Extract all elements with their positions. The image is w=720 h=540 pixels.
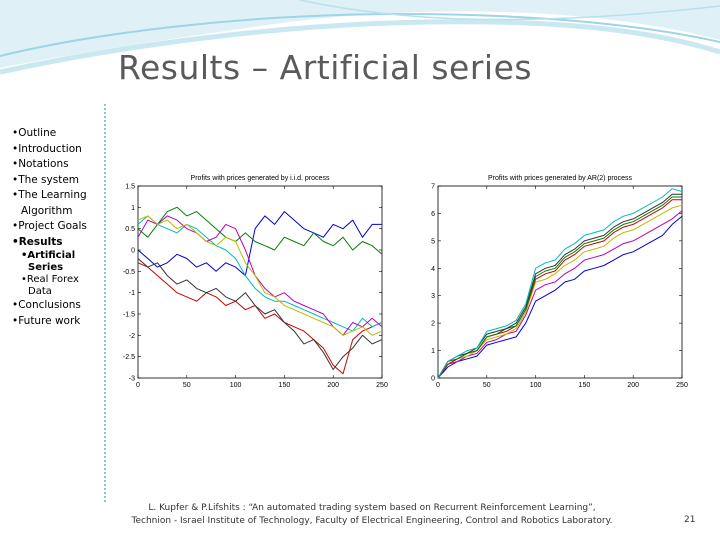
series-line-5: [137, 215, 383, 336]
sidebar-item-8[interactable]: •Real Forex: [21, 274, 79, 285]
x-tick-label: 200: [327, 382, 339, 389]
sidebar-item-10[interactable]: •Future work: [12, 314, 81, 327]
x-tick-label: 200: [627, 382, 639, 389]
chart-ar2: Profits with prices generated by AR(2) p…: [431, 175, 688, 389]
y-tick-label: 1.5: [125, 184, 135, 191]
y-tick-label: 0: [431, 376, 435, 383]
series-line-4: [437, 196, 682, 379]
sidebar-item-3[interactable]: •The system: [12, 173, 80, 186]
y-tick-label: -1.5: [123, 312, 135, 319]
y-tick-label: -1: [129, 290, 135, 297]
series-line-1: [437, 210, 683, 379]
series-line-6: [437, 188, 683, 379]
y-tick-label: 0: [131, 248, 135, 255]
sidebar-item-4[interactable]: •The Learning: [12, 189, 87, 201]
x-tick-label: 150: [279, 382, 291, 389]
chart-iid: Profits with prices generated by i.i.d. …: [123, 175, 388, 389]
x-tick-label: 0: [136, 382, 140, 389]
x-tick-label: 150: [579, 382, 591, 389]
y-tick-label: 5: [431, 238, 435, 245]
y-tick-label: 1: [431, 348, 435, 355]
sidebar-outline: •Outline •Introduction •Notations •The syst…: [12, 126, 102, 329]
chart-title: Profits with prices generated by AR(2) p…: [488, 175, 632, 182]
y-tick-label: -2.5: [123, 354, 135, 361]
sidebar-item-8-continuation: Data: [28, 286, 52, 297]
sidebar-item-4-continuation: Algorithm: [21, 204, 73, 217]
y-tick-label: -3: [129, 376, 135, 383]
footer-line-1: L. Kupfer & P.Lifshits : “An automated t…: [148, 503, 596, 513]
y-tick-label: 2: [431, 321, 435, 328]
sidebar-item-5[interactable]: •Project Goals: [12, 220, 87, 232]
sidebar-item-9[interactable]: •Conclusions: [12, 299, 81, 311]
y-tick-label: 4: [431, 266, 435, 273]
x-tick-label: 0: [436, 382, 440, 389]
footer-citation: L. Kupfer & P.Lifshits : “An automated t…: [112, 502, 632, 528]
y-tick-label: -2: [129, 333, 135, 340]
sidebar-item-7[interactable]: •Artificial: [21, 250, 76, 261]
page-number: 21: [684, 515, 696, 525]
header-swoosh-decoration: [0, 0, 720, 75]
sidebar-item-6[interactable]: •Results: [12, 235, 63, 248]
y-tick-label: 6: [431, 211, 435, 218]
x-tick-label: 100: [530, 382, 542, 389]
chart-title: Profits with prices generated by i.i.d. …: [191, 175, 330, 182]
x-tick-label: 50: [483, 382, 491, 389]
sidebar-item-2[interactable]: •Notations: [12, 158, 69, 170]
y-tick-label: 0.5: [125, 226, 135, 233]
sidebar-divider: [104, 104, 106, 502]
y-tick-label: 3: [431, 293, 435, 300]
footer-line-2: Technion - Israel Institute of Technolog…: [131, 516, 613, 526]
series-line-6: [137, 258, 383, 370]
y-tick-label: 7: [431, 184, 435, 191]
slide-title: Results – Artificial series: [118, 48, 533, 87]
series-line-3: [137, 215, 383, 332]
x-tick-label: 250: [376, 382, 388, 389]
series-line-1: [137, 206, 383, 255]
series-line-0: [137, 211, 382, 277]
sidebar-item-1[interactable]: •Introduction: [12, 142, 82, 155]
series-line-0: [437, 215, 683, 379]
x-tick-label: 100: [230, 382, 242, 389]
x-tick-label: 50: [183, 382, 191, 389]
y-tick-label: -0.5: [123, 269, 135, 276]
series-line-2: [137, 262, 383, 375]
sidebar-item-0[interactable]: •Outline: [12, 127, 57, 139]
sidebar-item-7-continuation: Series: [28, 262, 64, 273]
y-tick-label: 1: [131, 205, 135, 212]
x-tick-label: 250: [676, 382, 688, 389]
